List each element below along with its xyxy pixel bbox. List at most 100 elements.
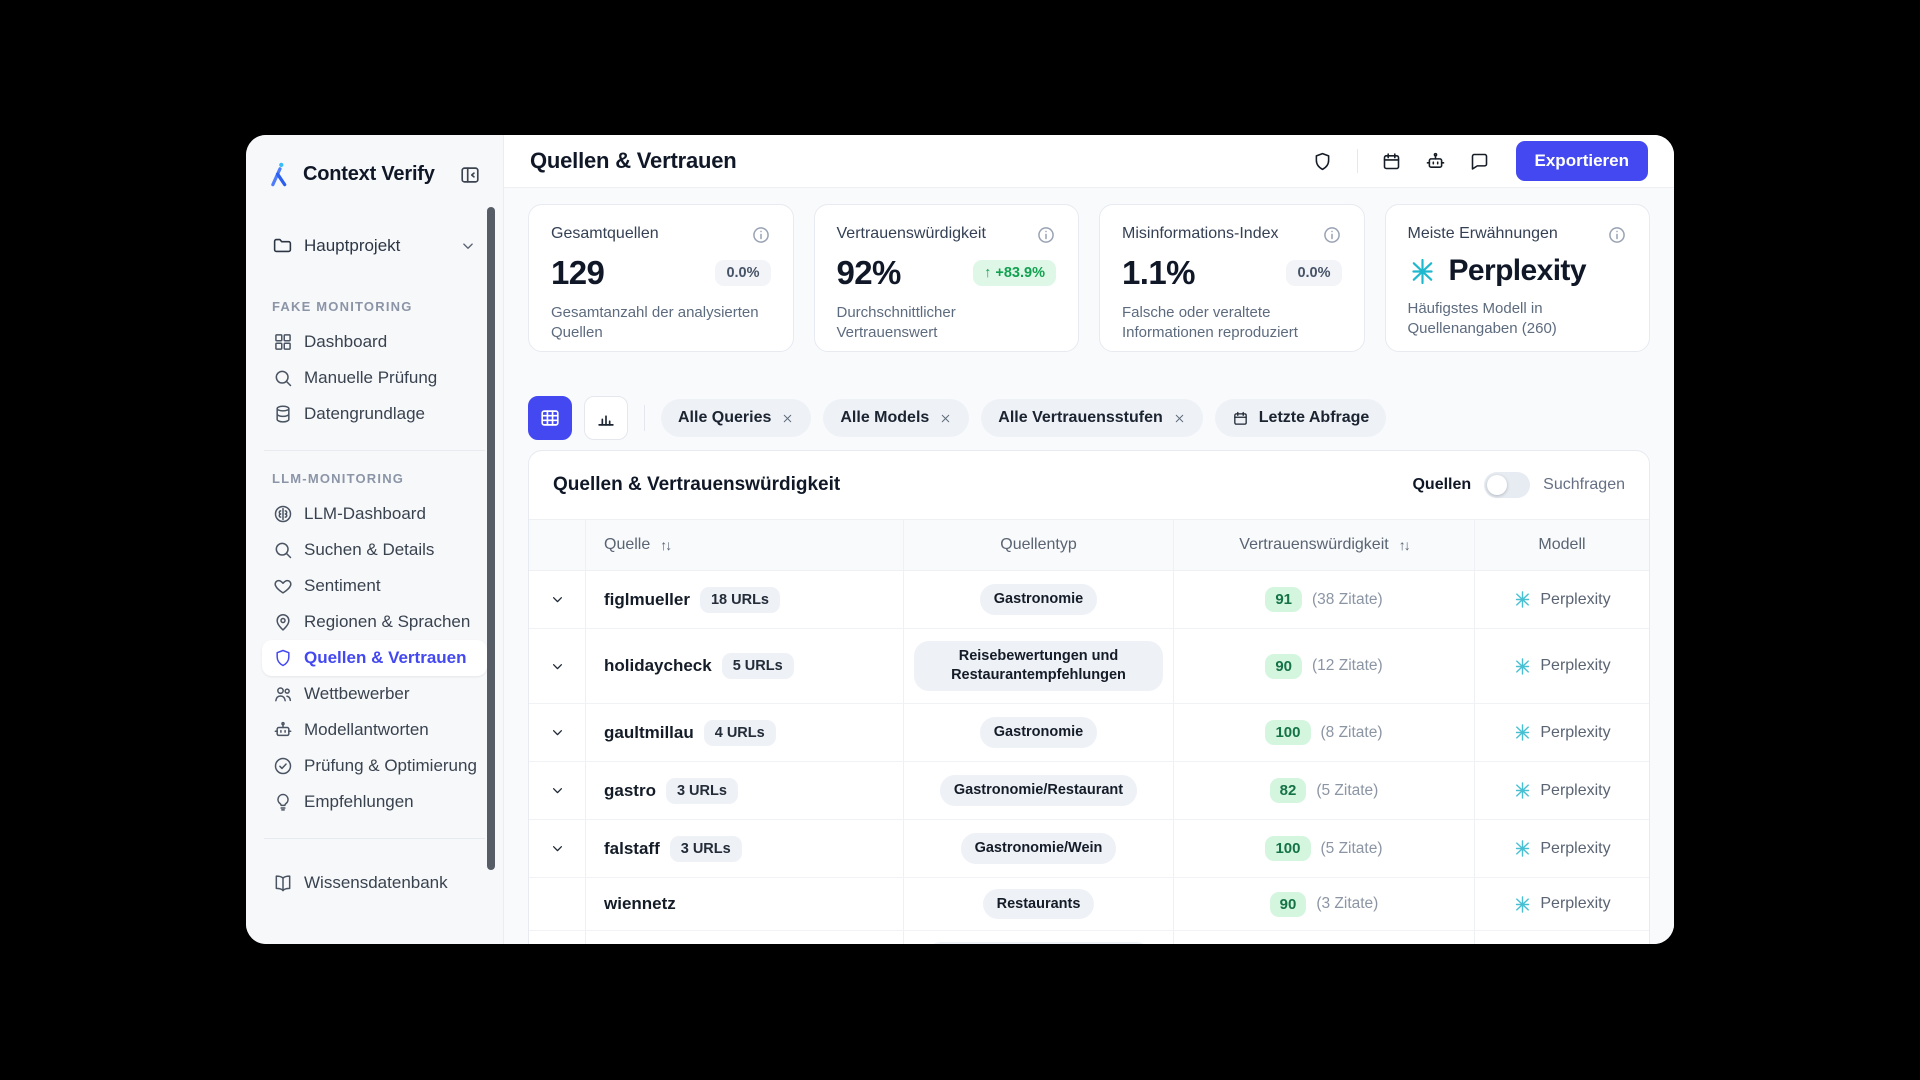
model-name: Perplexity [1540, 657, 1611, 674]
column-header-quelle[interactable]: Quelle ↑↓ [585, 520, 903, 570]
chart-view-button[interactable] [584, 396, 628, 440]
table-view-button[interactable] [528, 396, 572, 440]
sidebar-item-label: Prüfung & Optimierung [304, 756, 477, 775]
info-icon[interactable] [1322, 225, 1342, 245]
model-name: Perplexity [1540, 839, 1611, 857]
sidebar-item-sentiment[interactable]: Sentiment [262, 568, 487, 604]
column-label: Vertrauenswürdigkeit [1239, 536, 1389, 553]
source-type-badge: Restaurants [982, 888, 1095, 920]
brain-icon [272, 504, 293, 525]
trust-score-badge: 90 [1269, 891, 1307, 917]
stat-trend-badge: ↑ +83.9% [973, 260, 1056, 286]
sidebar-item-datengrundlage[interactable]: Datengrundlage [262, 396, 487, 432]
info-icon[interactable] [751, 225, 771, 245]
sidebar-item-label: LLM-Dashboard [304, 504, 426, 523]
export-button[interactable]: Exportieren [1515, 141, 1648, 181]
source-query-toggle[interactable] [1484, 472, 1531, 498]
perplexity-icon [1513, 839, 1532, 858]
source-name[interactable]: gastro [604, 780, 656, 800]
stat-card-misinformations-index: Misinformations-Index 1.1% 0.0% Falsche … [1099, 204, 1365, 352]
sidebar-divider [264, 838, 485, 839]
url-count-badge: 3 URLs [669, 835, 742, 862]
topbar: Quellen & Vertrauen Exportieren [504, 135, 1674, 188]
bot-button[interactable] [1418, 143, 1454, 179]
sidebar-item-suchen-details[interactable]: Suchen & Details [262, 532, 487, 568]
perplexity-icon [1513, 781, 1532, 800]
citation-count: (8 Zitate) [1320, 723, 1383, 741]
citation-count: (5 Zitate) [1320, 839, 1383, 857]
content: Gesamtquellen 129 0.0% Gesamtanzahl der … [504, 188, 1674, 944]
shield-button[interactable] [1305, 143, 1341, 179]
calendar-button[interactable] [1374, 143, 1410, 179]
sidebar-collapse-button[interactable] [457, 162, 483, 188]
expand-chevron-icon[interactable] [549, 782, 566, 799]
search-icon [272, 368, 293, 389]
perplexity-icon [1513, 723, 1532, 742]
sidebar-item-empfehlungen[interactable]: Empfehlungen [262, 784, 487, 820]
filter-chip-alle-models[interactable]: Alle Models [823, 399, 970, 437]
model-name: Perplexity [1540, 895, 1611, 912]
filter-chip-alle-queries[interactable]: Alle Queries [661, 399, 812, 437]
chevron-down-icon [459, 237, 477, 255]
sidebar-scrollbar[interactable] [487, 207, 495, 870]
expand-chevron-icon[interactable] [549, 840, 566, 857]
table-row: falstaff 3 URLs Gastronomie/Wein 100 (5 Zi… [529, 820, 1649, 878]
model-name: Perplexity [1540, 781, 1611, 799]
sidebar-item-pruefung-optimierung[interactable]: Prüfung & Optimierung [262, 748, 487, 784]
expand-chevron-icon[interactable] [549, 591, 566, 608]
sidebar-item-modellantworten[interactable]: Modellantworten [262, 712, 487, 748]
chip-label: Alle Queries [678, 409, 772, 426]
panel-header: Quellen & Vertrauenswürdigkeit Quellen S… [529, 451, 1649, 519]
stat-value: 129 [551, 254, 605, 291]
expand-chevron-icon[interactable] [549, 658, 566, 675]
table-row: gastro 3 URLs Gastronomie/Restaurant 82 (5… [529, 762, 1649, 820]
table-row: mylittlevienna Gastronomie und Tourismus… [529, 931, 1649, 944]
source-name[interactable]: gaultmillau [604, 722, 694, 742]
project-label: Hauptprojekt [304, 235, 401, 255]
close-icon[interactable] [939, 412, 952, 425]
column-header-vertrauenswuerdigkeit[interactable]: Vertrauenswürdigkeit ↑↓ [1173, 520, 1474, 570]
source-name[interactable]: wiennetz [604, 894, 676, 913]
info-icon[interactable] [1036, 225, 1056, 245]
toggle-label-suchfragen: Suchfragen [1543, 476, 1625, 493]
topbar-actions: Exportieren [1305, 141, 1648, 181]
sidebar-item-label: Manuelle Prüfung [304, 368, 438, 387]
source-name[interactable]: falstaff [604, 838, 660, 858]
stat-value: 92% [836, 254, 902, 291]
project-selector[interactable]: Hauptprojekt [262, 226, 487, 265]
stat-description: Häufigstes Modell in Quellenangaben (260… [1407, 300, 1557, 337]
sidebar-item-wettbewerber[interactable]: Wettbewerber [262, 676, 487, 712]
chat-button[interactable] [1462, 143, 1498, 179]
table-row: wiennetz Restaurants 90 (3 Zitate) Perple… [529, 878, 1649, 931]
sidebar-item-regionen-sprachen[interactable]: Regionen & Sprachen [262, 604, 487, 640]
sidebar-item-quellen-vertrauen[interactable]: Quellen & Vertrauen [262, 640, 487, 676]
info-icon[interactable] [1607, 225, 1627, 245]
sidebar-item-dashboard[interactable]: Dashboard [262, 324, 487, 360]
close-icon[interactable] [1173, 412, 1186, 425]
table-row: gaultmillau 4 URLs Gastronomie 100 (8 Zita… [529, 704, 1649, 762]
citation-count: (12 Zitate) [1312, 657, 1383, 674]
sidebar-item-wissensdatenbank[interactable]: Wissensdatenbank [262, 865, 487, 901]
sidebar-item-manuelle-pruefung[interactable]: Manuelle Prüfung [262, 360, 487, 396]
expand-chevron-icon[interactable] [549, 724, 566, 741]
sidebar-item-label: Modellantworten [304, 720, 429, 739]
sidebar-item-label: Empfehlungen [304, 792, 414, 811]
sidebar-item-llm-dashboard[interactable]: LLM-Dashboard [262, 496, 487, 532]
sort-icon[interactable]: ↑↓ [660, 537, 672, 553]
section-label-llm-monitoring: LLM-MONITORING [272, 471, 405, 486]
source-name[interactable]: figlmueller [604, 589, 690, 609]
sort-icon[interactable]: ↑↓ [1398, 537, 1411, 553]
source-type-badge: Gastronomie/Wein [960, 833, 1117, 864]
filter-chip-alle-vertrauensstufen[interactable]: Alle Vertrauensstufen [981, 399, 1203, 437]
close-icon[interactable] [781, 412, 794, 425]
source-name[interactable]: holidaycheck [604, 656, 712, 675]
source-type-badge: Gastronomie [979, 717, 1098, 748]
folder-icon [272, 235, 293, 256]
filter-chip-letzte-abfrage[interactable]: Letzte Abfrage [1214, 399, 1387, 437]
trust-score-badge: 100 [1265, 720, 1311, 745]
sidebar-item-label: Dashboard [304, 332, 388, 351]
table-header-row: Quelle ↑↓ Quellentyp Vertrauenswürdigkei… [529, 519, 1649, 571]
section-label-fake-monitoring: FAKE MONITORING [272, 299, 413, 314]
calendar-icon [1232, 410, 1249, 427]
book-open-icon [272, 873, 293, 894]
